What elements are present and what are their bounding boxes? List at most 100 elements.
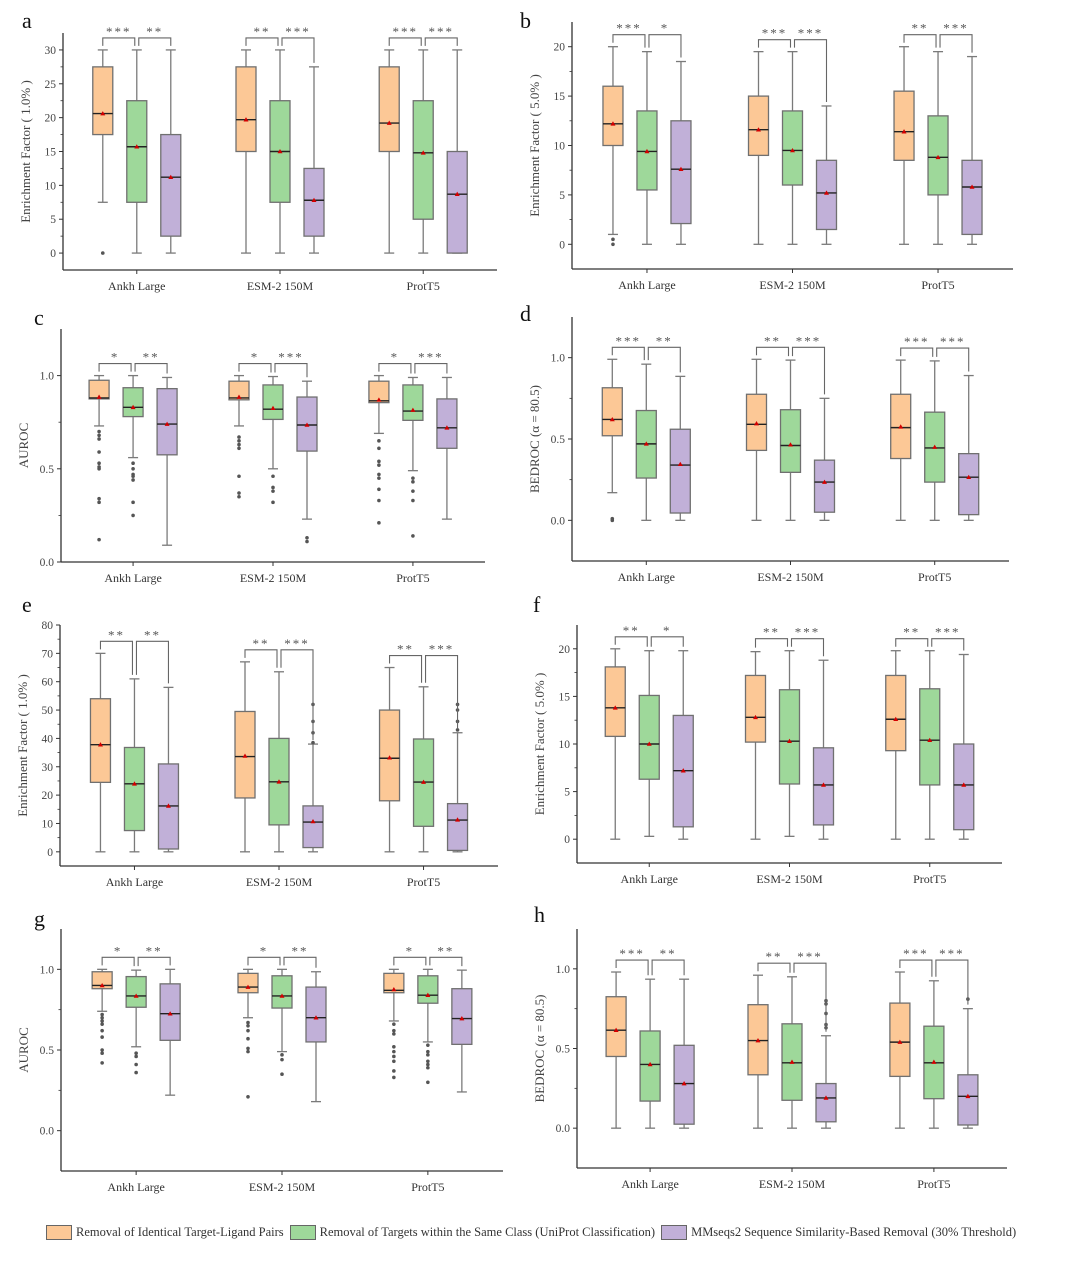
- y-tick-label: 15: [45, 147, 57, 159]
- box-identical: [89, 652, 112, 853]
- box-identical: [378, 49, 400, 254]
- significance-label: ***: [903, 946, 929, 961]
- box-identical: [378, 666, 401, 853]
- significance-bracket: [102, 37, 136, 46]
- y-tick-label: 5: [50, 214, 56, 226]
- mean-marker: [391, 987, 397, 992]
- significance-bracket: [612, 34, 646, 48]
- outlier-point: [237, 442, 241, 447]
- mean-marker: [610, 121, 616, 126]
- mean-marker: [276, 779, 282, 784]
- mean-marker: [961, 782, 967, 787]
- box-iqr: [89, 698, 112, 784]
- significance-bracket: [936, 347, 970, 372]
- box-iqr: [92, 66, 114, 136]
- y-tick-label: 0.5: [40, 464, 55, 476]
- y-axis-title: Enrichment Factor ( 1.0% ): [18, 80, 33, 223]
- y-tick-label: 60: [42, 677, 54, 689]
- significance-bracket: [137, 956, 171, 967]
- significance-label: ***: [797, 949, 823, 964]
- panel-letter: e: [22, 592, 32, 617]
- box-iqr: [744, 674, 767, 743]
- y-tick-label: 20: [42, 790, 54, 802]
- mean-marker: [789, 1059, 795, 1064]
- mean-marker: [788, 442, 793, 447]
- box-identical: [745, 358, 768, 521]
- box-mmseqs: [156, 376, 178, 546]
- significance-bracket: [614, 636, 648, 647]
- box-mmseqs: [157, 686, 180, 853]
- panel-letter: d: [520, 301, 531, 326]
- box-same_class: [122, 374, 144, 518]
- significance-label: ***: [428, 24, 454, 39]
- mean-marker: [421, 779, 427, 784]
- x-category-label: Ankh Large: [108, 279, 165, 293]
- box-mmseqs: [446, 49, 468, 254]
- significance-bracket: [388, 37, 422, 46]
- box-iqr: [125, 975, 147, 1008]
- mean-marker: [165, 803, 171, 808]
- box-iqr: [88, 379, 110, 400]
- box-iqr: [262, 384, 284, 421]
- outlier-point: [280, 1057, 284, 1062]
- box-same_class: [919, 650, 941, 840]
- box-iqr: [670, 120, 692, 225]
- significance-label: ***: [616, 21, 642, 36]
- significance-label: **: [623, 623, 640, 638]
- x-category-label: ProtT5: [407, 875, 440, 889]
- significance-bracket: [793, 962, 827, 1032]
- legend-item-identical: Removal of Identical Target-Ligand Pairs: [46, 1225, 284, 1240]
- y-tick-label: 1.0: [40, 964, 55, 976]
- y-axis-title: AUROC: [16, 423, 31, 469]
- y-tick-label: 0: [564, 834, 570, 846]
- outlier-point: [134, 1062, 138, 1067]
- outlier-point: [271, 500, 275, 505]
- box-mmseqs: [296, 380, 318, 544]
- outlier-point: [97, 437, 101, 441]
- outlier-point: [392, 1028, 396, 1033]
- box-iqr: [957, 1074, 979, 1126]
- x-category-label: ProtT5: [918, 570, 951, 584]
- box-iqr: [91, 971, 113, 990]
- box-iqr: [813, 459, 836, 513]
- outlier-point: [100, 1028, 104, 1033]
- y-tick-label: 5: [564, 787, 570, 799]
- outlier-point: [100, 1015, 104, 1020]
- mean-marker: [454, 191, 460, 196]
- y-tick-label: 0.5: [556, 1044, 571, 1056]
- panel-e: e 0 10 20 30 40 50 60 70 80 Enrichment Factor ( 1.…: [15, 592, 498, 889]
- significance-label: *: [111, 350, 120, 365]
- mean-marker: [133, 993, 139, 998]
- box-iqr: [235, 66, 257, 153]
- outlier-point: [610, 516, 615, 521]
- significance-label: *: [260, 943, 269, 958]
- box-identical: [602, 46, 624, 247]
- outlier-point: [426, 1043, 430, 1047]
- box-iqr: [602, 85, 624, 147]
- significance-label: ***: [392, 24, 418, 39]
- box-identical: [601, 358, 623, 523]
- mean-marker: [787, 738, 792, 743]
- mean-marker: [935, 154, 941, 160]
- x-category-label: Ankh Large: [621, 872, 678, 886]
- box-iqr: [305, 986, 327, 1043]
- y-tick-label: 0.5: [40, 1045, 55, 1057]
- x-category-label: ProtT5: [407, 279, 440, 293]
- box-iqr: [778, 689, 801, 785]
- significance-label: **: [437, 943, 454, 958]
- mean-marker: [898, 424, 904, 429]
- box-iqr: [446, 150, 468, 254]
- mean-marker: [167, 1011, 173, 1016]
- legend-swatch-mmseqs: [661, 1225, 688, 1240]
- mean-marker: [386, 120, 392, 125]
- significance-bracket: [935, 959, 969, 1005]
- box-iqr: [747, 95, 770, 157]
- y-tick-label: 15: [554, 91, 566, 103]
- box-identical: [368, 374, 390, 525]
- mean-marker: [613, 1027, 619, 1032]
- outlier-point: [237, 446, 241, 451]
- x-category-label: ESM-2 150M: [756, 872, 823, 886]
- significance-bracket: [280, 649, 314, 741]
- mean-marker: [410, 407, 416, 412]
